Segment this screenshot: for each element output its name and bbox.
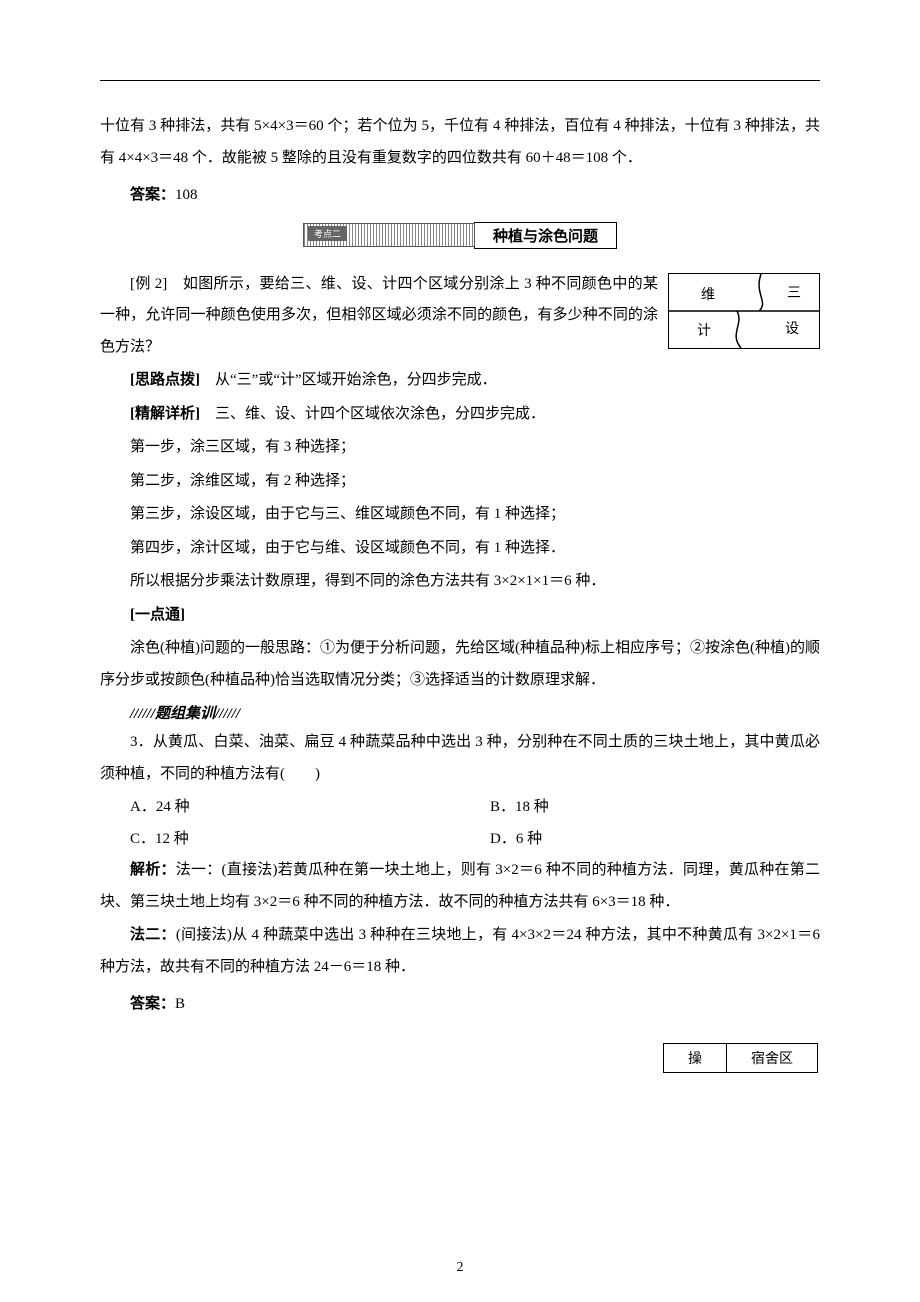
hint-text: 从“三”或“计”区域开始涂色，分四步完成． xyxy=(200,372,497,388)
tip-label: [一点通] xyxy=(130,607,185,623)
answer-3-value: B xyxy=(175,996,185,1012)
region-label-wei: 维 xyxy=(701,284,715,304)
continuation-paragraph: 十位有 3 种排法，共有 5×4×3＝60 个；若个位为 5，千位有 4 种排法… xyxy=(100,111,820,174)
example-2-detail: [精解详析] 三、维、设、计四个区域依次涂色，分四步完成． xyxy=(100,399,820,431)
dorm-cell-left: 操 xyxy=(664,1043,727,1072)
page: 十位有 3 种排法，共有 5×4×3＝60 个；若个位为 5，千位有 4 种排法… xyxy=(0,0,920,1302)
banner-title: 种植与涂色问题 xyxy=(474,222,617,249)
tip-label-line: [一点通] xyxy=(100,600,820,632)
solution-method-1: 解析：法一：(直接法)若黄瓜种在第一块土地上，则有 3×2＝6 种不同的种植方法… xyxy=(100,855,820,918)
option-c: C．12 种 xyxy=(100,824,460,856)
solution-2-text: (间接法)从 4 种蔬菜中选出 3 种种在三块地上，有 4×3×2＝24 种方法… xyxy=(100,927,820,975)
tip-text: 涂色(种植)问题的一般思路：①为便于分析问题，先给区域(种植品种)标上相应序号；… xyxy=(100,633,820,696)
dorm-cell-right: 宿舍区 xyxy=(727,1043,818,1072)
group-training-label: //////题组集训////// xyxy=(100,702,820,723)
option-row-2: C．12 种 D．6 种 xyxy=(100,824,820,856)
example-2-hint: [思路点拨] 从“三”或“计”区域开始涂色，分四步完成． xyxy=(100,365,820,397)
solution-2-label: 法二： xyxy=(130,927,176,943)
step-2: 第二步，涂维区域，有 2 种选择； xyxy=(100,466,820,498)
section-banner: 考点二 种植与涂色问题 xyxy=(100,222,820,249)
solution-label: 解析： xyxy=(130,862,176,878)
answer-1: 答案：108 xyxy=(100,180,820,212)
answer-3-label: 答案： xyxy=(130,996,175,1012)
option-row-1: A．24 种 B．18 种 xyxy=(100,792,820,824)
answer-value: 108 xyxy=(175,187,198,203)
region-label-she: 设 xyxy=(785,318,799,338)
step-4: 第四步，涂计区域，由于它与维、设区域颜色不同，有 1 种选择． xyxy=(100,533,820,565)
example-2-conclusion: 所以根据分步乘法计数原理，得到不同的涂色方法共有 3×2×1×1＝6 种． xyxy=(100,566,820,598)
option-d: D．6 种 xyxy=(460,824,820,856)
detail-text: 三、维、设、计四个区域依次涂色，分四步完成． xyxy=(200,406,545,422)
example-2-block: 维 三 计 设 [例 2] 如图所示，要给三、维、设、计四个区域分别涂上 3 种… xyxy=(100,269,820,728)
page-number: 2 xyxy=(457,1260,464,1276)
banner-subtitle: 考点二 xyxy=(308,226,347,241)
top-rule xyxy=(100,80,820,81)
step-1: 第一步，涂三区域，有 3 种选择； xyxy=(100,432,820,464)
answer-3: 答案：B xyxy=(100,989,820,1021)
step-3: 第三步，涂设区域，由于它与三、维区域颜色不同，有 1 种选择； xyxy=(100,499,820,531)
dorm-table: 操 宿舍区 xyxy=(663,1043,818,1073)
solution-1-text: 法一：(直接法)若黄瓜种在第一块土地上，则有 3×2＝6 种不同的种植方法．同理… xyxy=(100,862,820,910)
hint-label: [思路点拨] xyxy=(130,372,200,388)
region-label-ji: 计 xyxy=(697,320,711,340)
detail-label: [精解详析] xyxy=(130,406,200,422)
region-label-san: 三 xyxy=(787,282,801,302)
region-diagram: 维 三 计 设 xyxy=(668,273,820,349)
banner-stripe: 考点二 xyxy=(303,223,475,247)
table-row: 操 宿舍区 xyxy=(664,1043,818,1072)
option-b: B．18 种 xyxy=(460,792,820,824)
option-a: A．24 种 xyxy=(100,792,460,824)
question-3-stem: 3．从黄瓜、白菜、油菜、扁豆 4 种蔬菜品种中选出 3 种，分别种在不同土质的三… xyxy=(100,727,820,790)
answer-label: 答案： xyxy=(130,187,175,203)
solution-method-2: 法二：(间接法)从 4 种蔬菜中选出 3 种种在三块地上，有 4×3×2＝24 … xyxy=(100,920,820,983)
